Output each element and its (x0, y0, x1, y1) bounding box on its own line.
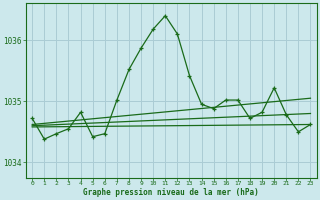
X-axis label: Graphe pression niveau de la mer (hPa): Graphe pression niveau de la mer (hPa) (84, 188, 259, 197)
